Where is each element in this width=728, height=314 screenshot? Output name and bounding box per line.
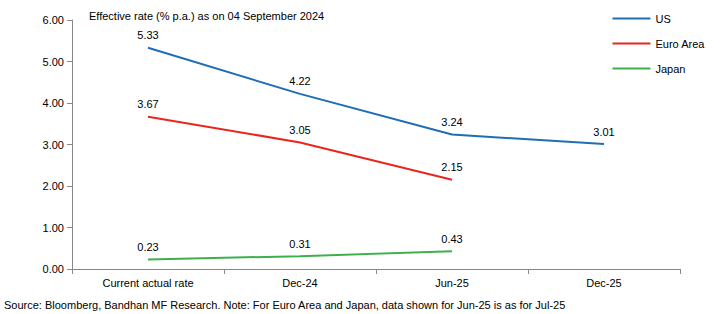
svg-text:3.01: 3.01 [593,126,614,138]
svg-text:Japan: Japan [655,63,685,75]
svg-text:Euro Area: Euro Area [655,38,705,50]
svg-text:4.22: 4.22 [289,75,310,87]
svg-text:3.67: 3.67 [137,98,158,110]
svg-text:2.15: 2.15 [441,161,462,173]
svg-text:5.33: 5.33 [137,29,158,41]
svg-text:3.05: 3.05 [289,124,310,136]
svg-text:Source: Bloomberg, Bandhan MF: Source: Bloomberg, Bandhan MF Research. … [4,299,565,311]
svg-text:Dec-24: Dec-24 [282,277,317,289]
svg-text:Current actual rate: Current actual rate [102,277,193,289]
svg-text:Jun-25: Jun-25 [435,277,469,289]
svg-text:0.31: 0.31 [289,238,310,250]
svg-text:US: US [655,13,670,25]
svg-text:1.00: 1.00 [43,222,64,234]
svg-text:Dec-25: Dec-25 [586,277,621,289]
svg-text:3.24: 3.24 [441,116,462,128]
svg-text:4.00: 4.00 [43,97,64,109]
svg-text:6.00: 6.00 [43,14,64,26]
svg-text:0.23: 0.23 [137,241,158,253]
svg-text:Effective rate (% p.a.) as on: Effective rate (% p.a.) as on 04 Septemb… [89,10,324,22]
svg-text:3.00: 3.00 [43,139,64,151]
svg-text:5.00: 5.00 [43,56,64,68]
svg-text:0.00: 0.00 [43,263,64,275]
svg-text:2.00: 2.00 [43,180,64,192]
svg-text:0.43: 0.43 [441,233,462,245]
